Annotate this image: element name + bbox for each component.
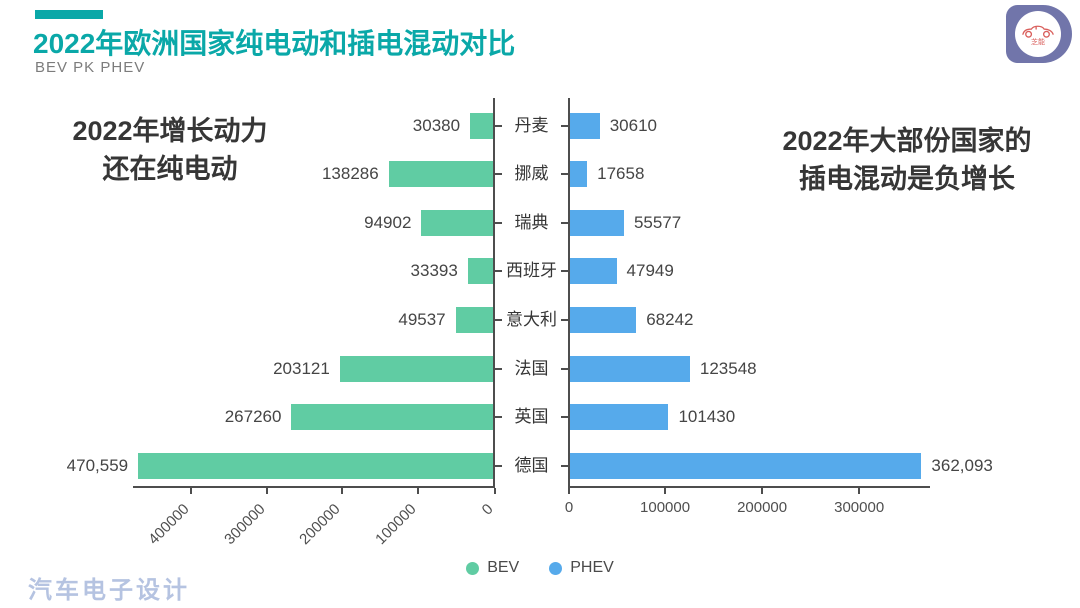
bev-bar	[138, 452, 493, 479]
annotation-left: 2022年增长动力 还在纯电动	[25, 112, 315, 188]
phev-row-tick	[561, 124, 568, 127]
phev-row-tick	[561, 464, 568, 467]
bev-scale-tick	[494, 488, 496, 494]
bev-value-label: 138286	[321, 164, 379, 184]
phev-scale-tick	[858, 488, 861, 494]
country-label: 瑞典	[514, 212, 549, 232]
phev-bar	[570, 307, 637, 334]
phev-scale-tick	[568, 488, 570, 494]
phev-bar	[570, 161, 588, 188]
phev-scale-tick-label: 200000	[737, 499, 788, 516]
bev-bar	[339, 355, 493, 382]
car-icon	[1022, 25, 1054, 38]
bev-bar	[421, 209, 493, 236]
country-label: 意大利	[506, 310, 557, 330]
phev-scale-tick	[664, 488, 667, 494]
phev-legend-dot	[549, 561, 563, 575]
country-label: 西班牙	[506, 261, 557, 281]
chart-legend: BEV PHEV	[0, 559, 1080, 577]
bev-row-tick	[495, 270, 502, 273]
legend-item-bev: BEV	[466, 559, 519, 577]
bev-bar	[470, 112, 493, 139]
phev-row-tick	[561, 173, 568, 176]
country-label: 英国	[514, 407, 549, 427]
page-title: 2022年欧洲国家纯电动和插电混动对比	[33, 28, 516, 59]
phev-row-tick	[561, 270, 568, 273]
bev-value-label: 267260	[224, 407, 282, 427]
annotation-left-line2: 还在纯电动	[102, 154, 238, 184]
logo-circle: 芝能	[1015, 11, 1061, 57]
phev-axis-line	[568, 98, 570, 488]
annotation-left-line1: 2022年增长动力	[72, 116, 268, 146]
bev-legend-label: BEV	[487, 559, 520, 576]
phev-scale-tick-label: 300000	[834, 499, 885, 516]
bev-bar	[388, 161, 493, 188]
bev-value-label: 470,559	[66, 455, 129, 475]
phev-value-label: 123548	[699, 358, 757, 378]
bev-legend-dot	[466, 561, 480, 575]
bev-scale-tick	[190, 488, 193, 494]
phev-value-label: 101430	[678, 407, 736, 427]
bev-row-tick	[495, 367, 502, 370]
watermark: 汽车电子设计	[28, 579, 190, 606]
phev-value-label: 55577	[633, 212, 682, 232]
bev-row-tick	[495, 173, 502, 176]
country-label: 法国	[514, 358, 549, 378]
legend-item-phev: PHEV	[549, 559, 614, 577]
phev-scale-tick-label: 0	[564, 499, 574, 516]
bev-value-label: 94902	[364, 212, 412, 232]
phev-bar	[570, 355, 690, 382]
phev-bar	[570, 452, 922, 479]
page-subtitle: BEV PK PHEV	[35, 59, 146, 76]
phev-value-label: 17658	[597, 164, 645, 184]
bev-axis-line	[493, 98, 495, 488]
bev-bar	[455, 307, 493, 334]
phev-bar	[570, 112, 600, 139]
bev-value-label: 33393	[410, 261, 458, 281]
bev-baseline	[133, 486, 495, 488]
phev-row-tick	[561, 416, 568, 419]
phev-scale-tick-label: 100000	[640, 499, 691, 516]
bev-row-tick	[495, 124, 502, 127]
bev-row-tick	[495, 221, 502, 224]
bev-value-label: 49537	[398, 310, 446, 330]
phev-row-tick	[561, 367, 568, 370]
phev-bar	[570, 209, 624, 236]
country-label: 丹麦	[514, 115, 549, 135]
bev-bar	[467, 258, 493, 285]
logo-text: 芝能	[1031, 38, 1045, 46]
zhineng-logo: 芝能	[1006, 5, 1072, 63]
phev-value-label: 30610	[609, 115, 657, 135]
bev-scale-tick	[265, 488, 268, 494]
bev-value-label: 30380	[412, 115, 461, 135]
annotation-right: 2022年大部份国家的 插电混动是负增长	[752, 122, 1062, 198]
bev-row-tick	[495, 464, 502, 467]
annotation-right-line1: 2022年大部份国家的	[782, 126, 1032, 156]
phev-value-label: 362,093	[931, 455, 993, 475]
phev-legend-label: PHEV	[570, 559, 614, 576]
bev-scale-tick	[416, 488, 419, 494]
phev-baseline	[568, 486, 930, 488]
title-accent-bar	[35, 10, 103, 19]
phev-bar	[570, 258, 617, 285]
bev-value-label: 203121	[273, 358, 330, 378]
bev-row-tick	[495, 416, 502, 419]
bev-scale-tick	[341, 488, 344, 494]
phev-bar	[570, 404, 669, 431]
country-label: 挪威	[514, 164, 549, 184]
phev-row-tick	[561, 319, 568, 322]
country-label: 德国	[514, 455, 549, 475]
phev-row-tick	[561, 221, 568, 224]
bev-bar	[291, 404, 493, 431]
phev-scale-tick	[761, 488, 764, 494]
bev-row-tick	[495, 319, 502, 322]
annotation-right-line2: 插电混动是负增长	[799, 164, 1015, 194]
phev-value-label: 47949	[626, 261, 674, 281]
phev-value-label: 68242	[646, 310, 694, 330]
